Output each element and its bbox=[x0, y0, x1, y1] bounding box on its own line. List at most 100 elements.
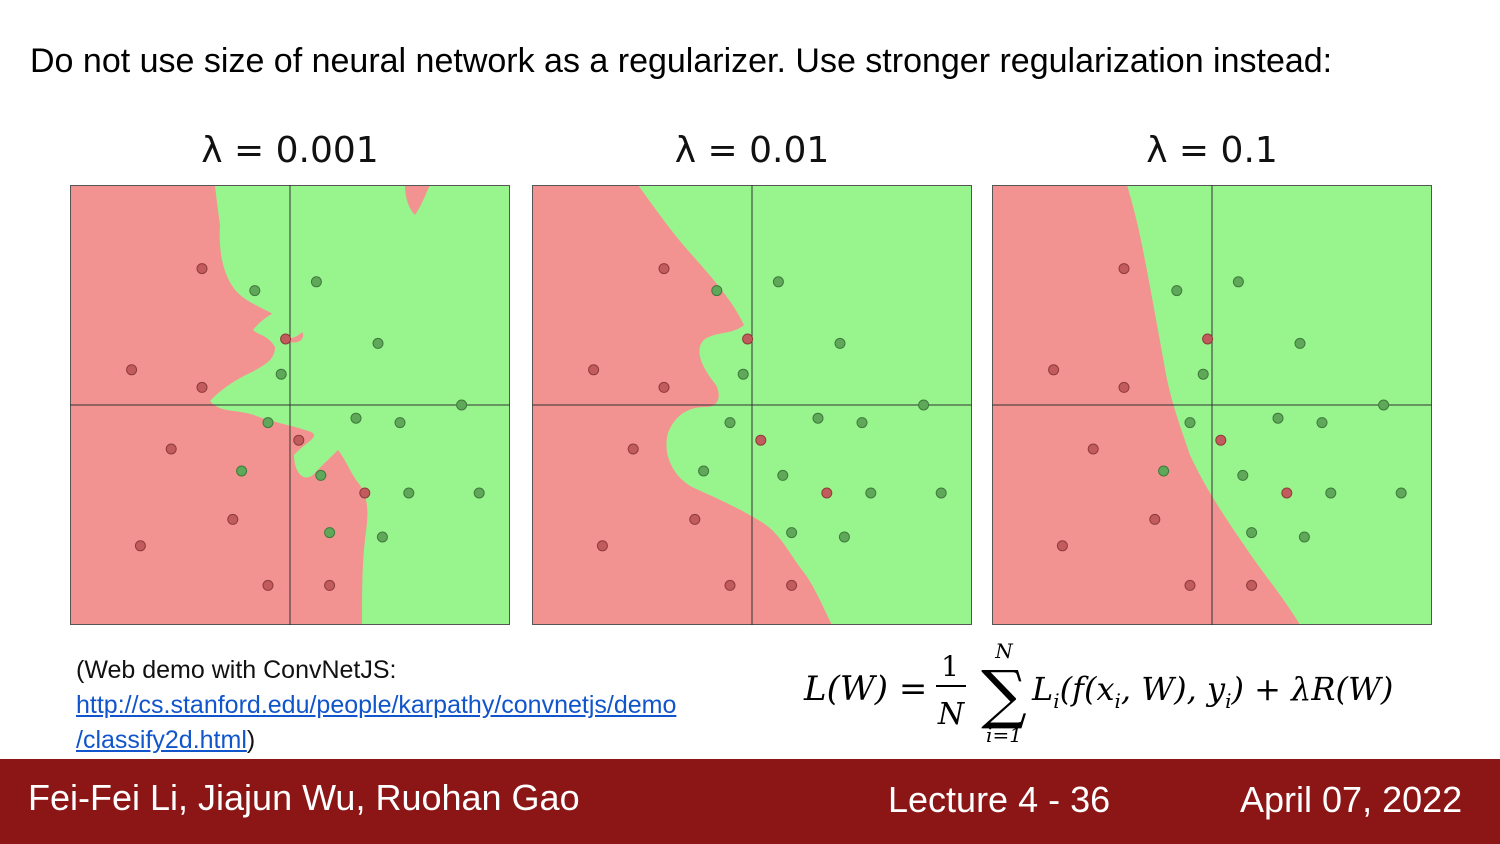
data-point-green bbox=[786, 527, 798, 539]
data-point-green bbox=[394, 417, 406, 429]
data-point-red bbox=[627, 443, 639, 455]
data-point-green bbox=[1294, 337, 1306, 349]
data-point-red bbox=[755, 434, 767, 446]
data-point-red bbox=[293, 434, 305, 446]
data-point-red bbox=[196, 263, 208, 275]
demo-link-part2[interactable]: /classify2d.html bbox=[76, 726, 247, 754]
data-point-green bbox=[812, 412, 824, 424]
demo-link-part1[interactable]: http://cs.stanford.edu/people/karpathy/c… bbox=[76, 691, 677, 719]
data-point-red bbox=[658, 381, 670, 393]
data-point-green bbox=[372, 337, 384, 349]
formula-fx: (f(x bbox=[1060, 670, 1115, 708]
data-point-red bbox=[262, 579, 274, 591]
caption-line: (Web demo with ConvNetJS: bbox=[76, 656, 397, 684]
demo-link[interactable]: http://cs.stanford.edu/people/karpathy/c… bbox=[76, 688, 676, 723]
data-point-green bbox=[403, 487, 415, 499]
data-point-red bbox=[658, 263, 670, 275]
data-point-red bbox=[786, 579, 798, 591]
formula-mid: , W), y bbox=[1121, 670, 1226, 708]
data-point-green bbox=[698, 465, 710, 477]
footer-bar: Fei-Fei Li, Jiajun Wu, Ruohan Gao Lectur… bbox=[0, 759, 1500, 844]
data-point-green bbox=[1171, 285, 1183, 297]
data-point-red bbox=[1246, 579, 1258, 591]
data-point-red bbox=[1118, 263, 1130, 275]
panel-title: λ = 0.01 bbox=[674, 130, 830, 171]
panel-title: λ = 0.001 bbox=[201, 130, 379, 171]
data-point-red bbox=[1149, 513, 1161, 525]
formula-sum-top: N bbox=[994, 639, 1014, 663]
demo-caption: (Web demo with ConvNetJS: http://cs.stan… bbox=[76, 653, 676, 758]
formula-x-sub: i bbox=[1115, 689, 1121, 713]
loss-formula: L(W) = 1 N N ∑ i=1 Li(f(xi, W), yi) + λR… bbox=[803, 639, 1393, 747]
data-point-green bbox=[1272, 412, 1284, 424]
data-point-green bbox=[275, 368, 287, 380]
formula-frac-num: 1 bbox=[941, 650, 959, 683]
formula-tail: ) + λR(W) bbox=[1230, 670, 1393, 708]
data-point-green bbox=[1316, 417, 1328, 429]
data-point-red bbox=[742, 333, 754, 345]
data-point-green bbox=[1246, 527, 1258, 539]
data-point-green bbox=[1158, 465, 1170, 477]
data-point-red bbox=[1056, 540, 1068, 552]
data-point-red bbox=[588, 364, 600, 376]
data-point-red bbox=[1281, 487, 1293, 499]
data-point-red bbox=[196, 381, 208, 393]
data-point-green bbox=[838, 531, 850, 543]
data-point-red bbox=[689, 513, 701, 525]
footer-lecture: Lecture 4 - 36 bbox=[888, 779, 1111, 820]
data-point-green bbox=[1395, 487, 1407, 499]
formula-li: L bbox=[1031, 670, 1053, 708]
data-point-green bbox=[350, 412, 362, 424]
footer-date: April 07, 2022 bbox=[1240, 779, 1463, 820]
data-point-green bbox=[935, 487, 947, 499]
data-point-red bbox=[596, 540, 608, 552]
data-point-green bbox=[918, 399, 930, 411]
data-point-green bbox=[711, 285, 723, 297]
data-point-red bbox=[1048, 364, 1060, 376]
data-point-red bbox=[324, 579, 336, 591]
caption-line: /classify2d.html) bbox=[76, 723, 676, 758]
decision-boundary-plot bbox=[70, 185, 510, 625]
data-point-green bbox=[1237, 469, 1249, 481]
data-point-red bbox=[1087, 443, 1099, 455]
slide-title: Do not use size of neural network as a r… bbox=[30, 42, 1333, 80]
data-point-red bbox=[134, 540, 146, 552]
data-point-green bbox=[834, 337, 846, 349]
data-point-green bbox=[865, 487, 877, 499]
caption-close: ) bbox=[246, 726, 256, 754]
data-point-red bbox=[126, 364, 138, 376]
formula-y-sub: i bbox=[1225, 689, 1231, 713]
formula-sum-bottom: i=1 bbox=[986, 723, 1022, 747]
data-point-green bbox=[1298, 531, 1310, 543]
data-point-red bbox=[821, 487, 833, 499]
data-point-green bbox=[473, 487, 485, 499]
data-point-green bbox=[856, 417, 868, 429]
panel-title: λ = 0.1 bbox=[1146, 130, 1278, 171]
data-point-green bbox=[262, 417, 274, 429]
data-point-red bbox=[280, 333, 292, 345]
decision-boundary-plot bbox=[532, 185, 972, 625]
formula-body: Li(f(xi, W), yi) + λR(W) bbox=[1031, 670, 1393, 713]
data-point-red bbox=[1202, 333, 1214, 345]
data-point-green bbox=[315, 469, 327, 481]
data-point-green bbox=[1184, 417, 1196, 429]
formula-frac-den: N bbox=[937, 697, 966, 732]
formula-li-sub: i bbox=[1053, 689, 1059, 713]
data-point-green bbox=[1325, 487, 1337, 499]
data-point-green bbox=[324, 527, 336, 539]
data-point-green bbox=[1378, 399, 1390, 411]
data-point-green bbox=[236, 465, 248, 477]
data-point-red bbox=[359, 487, 371, 499]
formula-lhs: L(W) = bbox=[803, 669, 927, 709]
data-point-red bbox=[165, 443, 177, 455]
data-point-green bbox=[772, 276, 784, 288]
data-point-green bbox=[1232, 276, 1244, 288]
summation-icon: ∑ bbox=[981, 658, 1027, 732]
data-point-red bbox=[1215, 434, 1227, 446]
data-point-green bbox=[456, 399, 468, 411]
data-point-green bbox=[310, 276, 322, 288]
data-point-red bbox=[724, 579, 736, 591]
data-point-red bbox=[1184, 579, 1196, 591]
data-point-red bbox=[227, 513, 239, 525]
data-point-red bbox=[1118, 381, 1130, 393]
